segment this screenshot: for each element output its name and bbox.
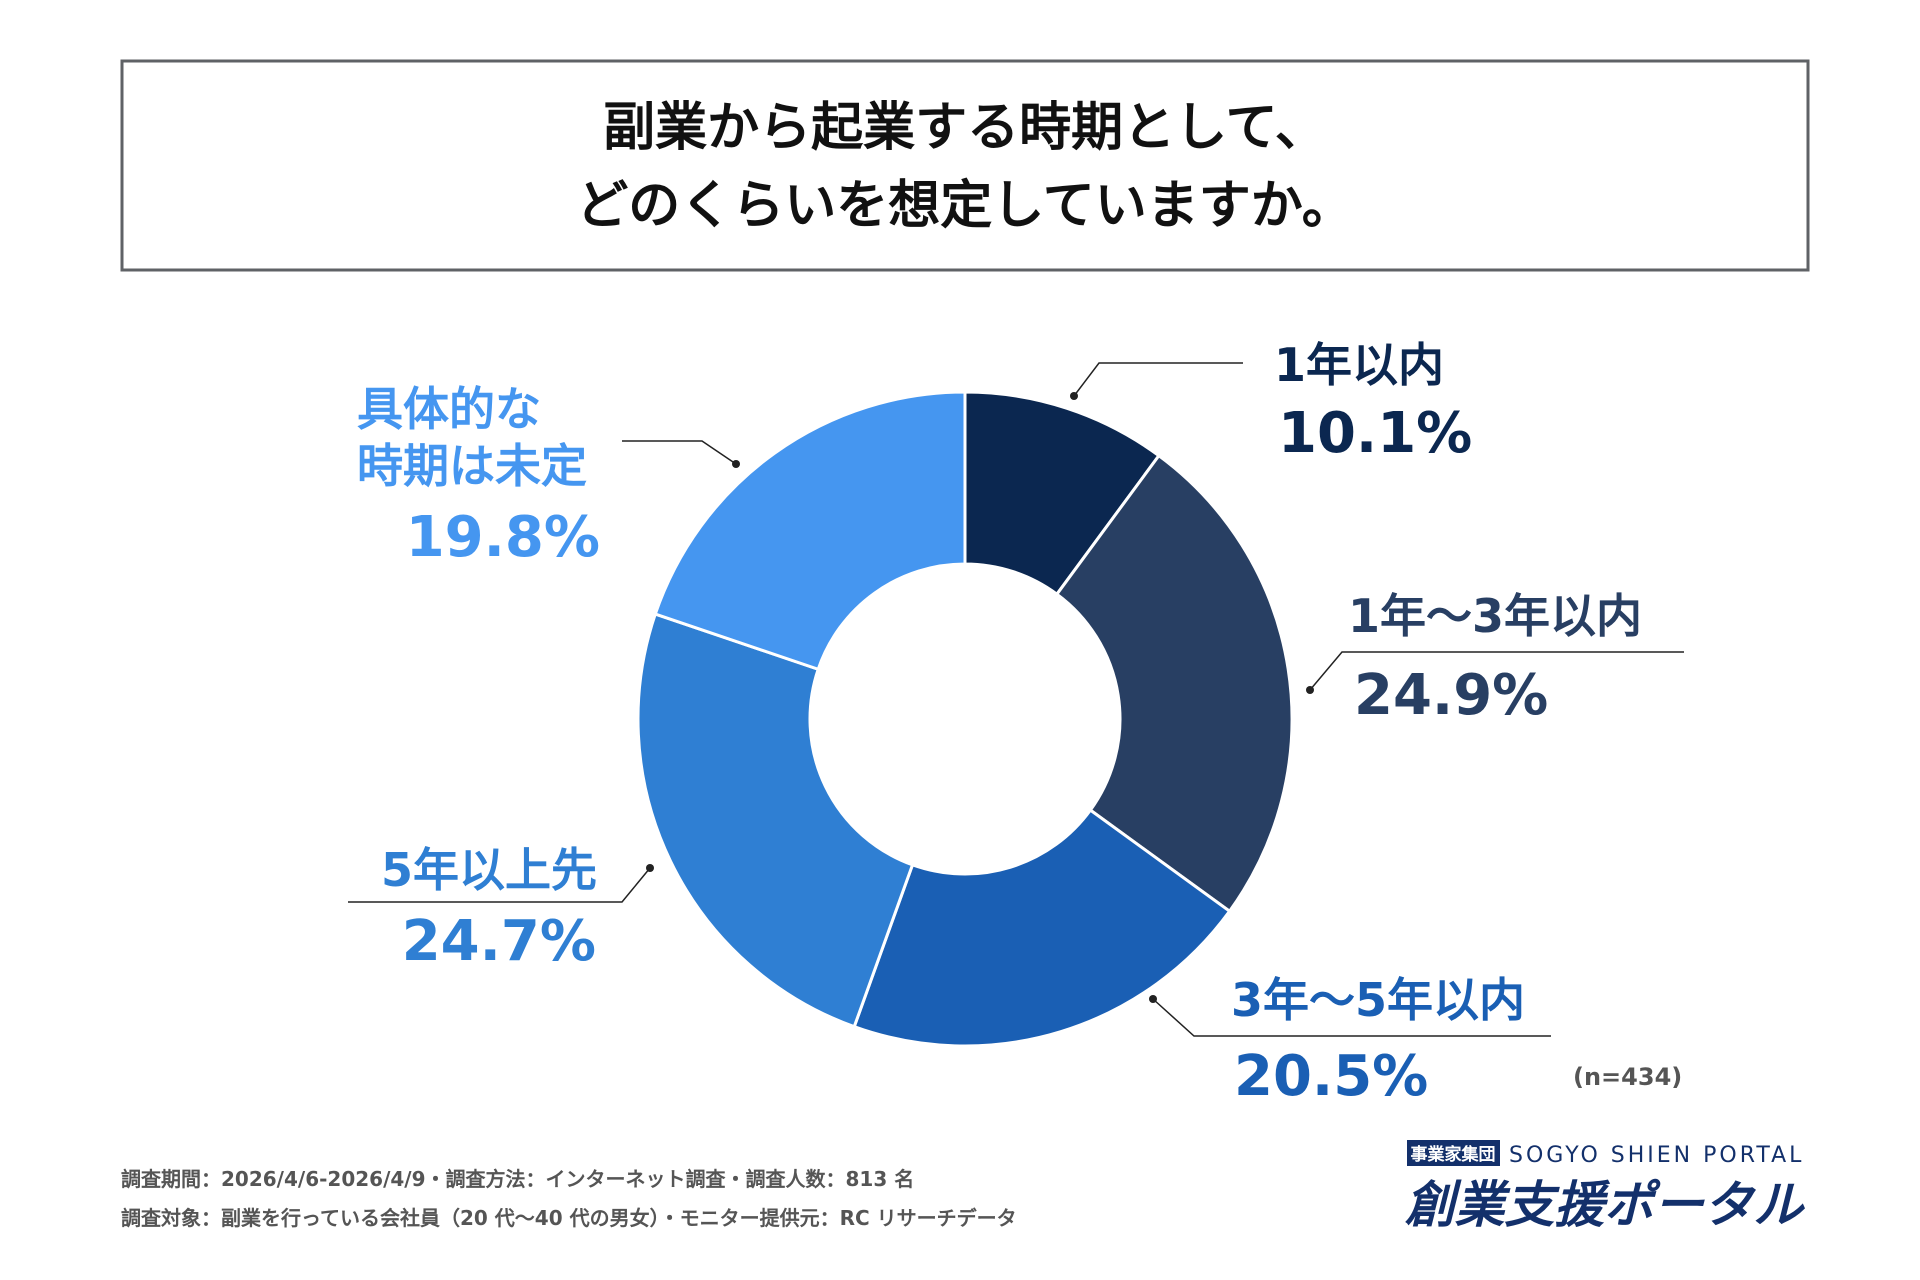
leader-dot	[1306, 686, 1314, 694]
logo-english: SOGYO SHIEN PORTAL	[1509, 1143, 1804, 1168]
label-undecided-line2: 時期は未定	[357, 439, 587, 493]
leader-line-3-5yr	[1152, 998, 1551, 1037]
title-box	[120, 59, 1810, 272]
donut-slice-1	[1054, 453, 1294, 914]
title-line-2: どのくらいを想定していますか。	[576, 176, 1353, 236]
leader-line-1yr	[1073, 362, 1243, 397]
value-undecided: 19.8%	[406, 505, 600, 570]
logo: 事業家集団 SOGYO SHIEN PORTAL 創業支援ポータル	[1405, 1140, 1805, 1234]
label-1-3yr: 1年〜3年以内	[1348, 589, 1642, 643]
label-3-5yr: 3年〜5年以内	[1231, 973, 1525, 1027]
title-line-1: 副業から起業する時期として、	[603, 98, 1327, 158]
value-3-5yr: 20.5%	[1234, 1044, 1428, 1109]
leader-lines	[348, 362, 1684, 1037]
donut-slice-2	[852, 808, 1232, 1048]
logo-group-badge	[1407, 1140, 1500, 1166]
leader-line-undecided	[622, 440, 737, 465]
value-5yr-plus: 24.7%	[402, 909, 596, 974]
value-1yr: 10.1%	[1278, 401, 1472, 466]
donut-chart	[636, 390, 1294, 1048]
leader-dot	[646, 864, 654, 872]
footer-survey-target: 調査対象：副業を行っている会社員（20 代〜40 代の男女）・モニター提供元：R…	[121, 1206, 1017, 1230]
label-5yr-plus: 5年以上先	[381, 843, 597, 897]
footer-survey-info: 調査期間：2026/4/6-2026/4/9・調査方法：インターネット調査・調査…	[121, 1167, 914, 1191]
logo-group-text: 事業家集団	[1411, 1144, 1496, 1165]
donut-slice-4	[653, 390, 967, 672]
value-1-3yr: 24.9%	[1354, 663, 1548, 728]
leader-dot	[1070, 392, 1078, 400]
logo-japanese: 創業支援ポータル	[1405, 1176, 1805, 1234]
label-undecided-line1: 具体的な	[357, 382, 541, 436]
leader-line-5yr-plus	[348, 867, 651, 903]
sample-size: (n=434)	[1573, 1063, 1682, 1091]
donut-slice-3	[636, 612, 915, 1029]
leader-dot	[732, 460, 740, 468]
leader-line-1-3yr	[1309, 651, 1684, 691]
leader-dot	[1149, 995, 1157, 1003]
label-1yr: 1年以内	[1274, 338, 1444, 392]
